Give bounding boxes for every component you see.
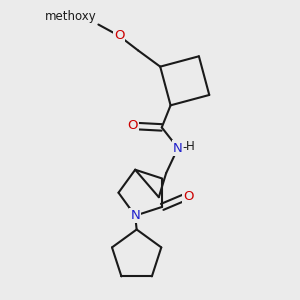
Text: N: N — [130, 209, 140, 222]
Text: -: - — [183, 141, 187, 154]
Text: O: O — [127, 119, 138, 132]
Text: O: O — [114, 29, 124, 42]
Text: methoxy: methoxy — [45, 10, 97, 23]
Text: H: H — [186, 140, 195, 153]
Text: N: N — [173, 142, 183, 154]
Text: O: O — [183, 190, 193, 203]
